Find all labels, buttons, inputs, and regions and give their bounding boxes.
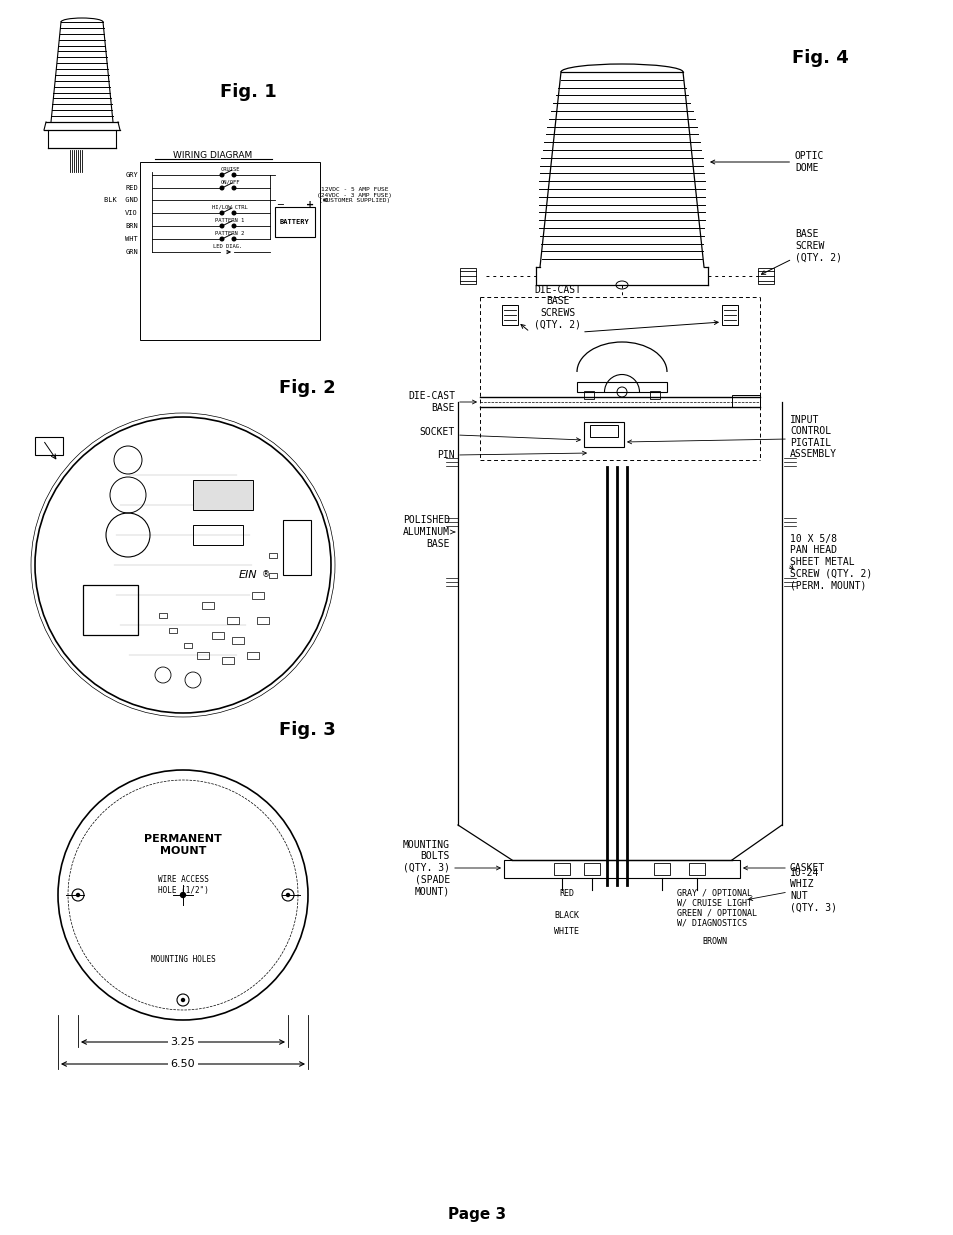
Text: WIRE ACCESS
HOLE (1/2"): WIRE ACCESS HOLE (1/2") [157,876,208,894]
Text: VIO: VIO [125,210,138,216]
Text: OPTIC
DOME: OPTIC DOME [710,151,823,173]
Text: POLISHED
ALUMINUM
BASE: POLISHED ALUMINUM BASE [402,515,450,548]
Text: WIRING DIAGRAM: WIRING DIAGRAM [173,151,253,159]
Text: GRY: GRY [125,172,138,178]
Bar [274,207,314,237]
Bar [193,525,243,545]
Bar [269,552,276,557]
Text: GRAY / OPTIONAL
W/ CRUISE LIGHT: GRAY / OPTIONAL W/ CRUISE LIGHT [677,888,751,908]
Text: WHT: WHT [125,236,138,242]
Text: PATTERN 1: PATTERN 1 [215,217,244,222]
Bar [554,863,569,876]
Text: GASKET: GASKET [789,863,824,873]
Text: PATTERN 2: PATTERN 2 [215,231,244,236]
Circle shape [220,173,224,177]
Text: Page 3: Page 3 [448,1208,505,1223]
Bar [283,520,311,576]
Text: WHITE: WHITE [554,926,578,935]
Text: PERMANENT
MOUNT: PERMANENT MOUNT [144,834,222,856]
Bar [232,636,244,643]
Bar [583,391,594,399]
Bar [583,863,599,876]
Text: 6.50: 6.50 [171,1058,195,1070]
Text: +: + [306,200,314,210]
Text: HI/LOW CTRL: HI/LOW CTRL [212,205,248,210]
Circle shape [232,186,235,190]
Circle shape [181,999,184,1002]
Text: INPUT
CONTROL
PIGTAIL
ASSEMBLY: INPUT CONTROL PIGTAIL ASSEMBLY [789,415,836,459]
Bar [721,305,738,325]
Bar [583,422,623,447]
Bar [227,616,239,624]
Circle shape [35,417,331,713]
Text: Fig. 4: Fig. 4 [791,49,847,67]
Bar [202,601,213,609]
Circle shape [232,211,235,215]
Bar [184,642,192,647]
Text: EIN: EIN [238,571,257,580]
Text: Fig. 2: Fig. 2 [278,379,335,396]
Text: PIN: PIN [436,450,455,459]
Text: DIE-CAST
BASE
SCREWS
(QTY. 2): DIE-CAST BASE SCREWS (QTY. 2) [534,284,581,330]
Text: ─: ─ [276,200,283,210]
Bar [577,382,666,391]
Bar [501,305,517,325]
Bar [731,395,760,408]
Text: 10-24
WHIZ
NUT
(QTY. 3): 10-24 WHIZ NUT (QTY. 3) [789,868,836,913]
Bar [503,860,740,878]
Circle shape [58,769,308,1020]
Circle shape [180,893,185,898]
Bar [758,268,773,284]
Text: BATTERY: BATTERY [280,219,310,225]
Text: RED: RED [558,888,574,898]
Circle shape [220,186,224,190]
Bar [649,391,659,399]
Text: BASE
SCREW
(QTY. 2): BASE SCREW (QTY. 2) [760,230,841,274]
Bar [159,613,167,618]
Text: CRUISE: CRUISE [220,167,239,172]
Text: Fig. 3: Fig. 3 [278,721,335,739]
Text: 10 X 5/8
PAN HEAD
SHEET METAL
SCREW (QTY. 2)
(PERM. MOUNT): 10 X 5/8 PAN HEAD SHEET METAL SCREW (QTY… [789,534,871,590]
Bar [196,652,209,658]
Text: ON/OFF: ON/OFF [220,179,239,184]
Text: BLACK: BLACK [554,910,578,920]
Circle shape [220,237,224,241]
Bar [256,616,269,624]
Circle shape [220,225,224,227]
Text: LED DIAG.: LED DIAG. [213,243,242,248]
Text: 12VDC - 5 AMP FUSE
(24VDC - 3 AMP FUSE)
(CUSTOMER SUPPLIED): 12VDC - 5 AMP FUSE (24VDC - 3 AMP FUSE) … [317,186,392,204]
Bar [140,162,319,340]
Text: GREEN / OPTIONAL
W/ DIAGNOSTICS: GREEN / OPTIONAL W/ DIAGNOSTICS [677,908,757,927]
Text: BRN: BRN [125,224,138,228]
Bar [654,863,669,876]
Text: MOUNTING
BOLTS
(QTY. 3)
(SPADE
MOUNT): MOUNTING BOLTS (QTY. 3) (SPADE MOUNT) [402,840,450,897]
Text: SOCKET: SOCKET [419,427,455,437]
Bar [459,268,476,284]
Text: Fig. 1: Fig. 1 [219,83,276,101]
Bar [252,592,264,599]
Circle shape [286,893,289,897]
Bar [169,627,177,632]
Bar [269,573,276,578]
Text: MOUNTING HOLES: MOUNTING HOLES [151,956,215,965]
Bar [688,863,704,876]
Bar [222,657,233,663]
Text: BLK  GND: BLK GND [104,198,138,203]
Text: RED: RED [125,185,138,191]
Circle shape [232,173,235,177]
Text: GRN: GRN [125,249,138,254]
Bar [212,631,224,638]
Text: ®: ® [262,571,270,579]
Text: BROWN: BROWN [701,936,726,946]
Bar [247,652,258,658]
Circle shape [232,237,235,241]
Text: 3.25: 3.25 [171,1037,195,1047]
Bar [589,425,618,437]
Bar [35,437,63,454]
Circle shape [220,211,224,215]
Circle shape [76,893,79,897]
Bar [83,585,138,635]
Circle shape [232,225,235,227]
Bar [193,480,253,510]
Text: DIE-CAST
BASE: DIE-CAST BASE [408,391,455,412]
